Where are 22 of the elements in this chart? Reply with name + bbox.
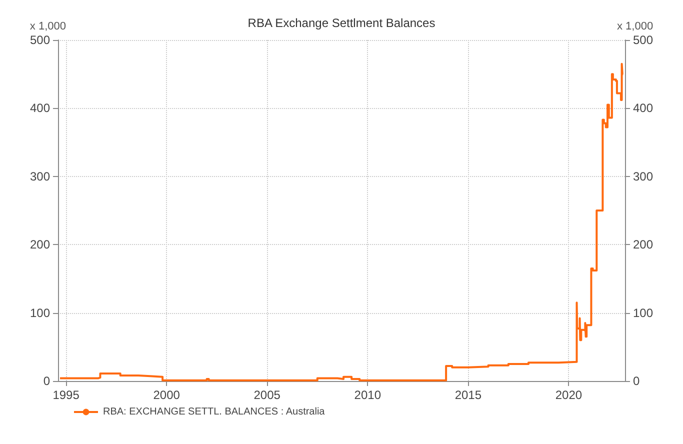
x-tick-label: 2000: [153, 388, 180, 402]
y-tick-label: 300: [30, 169, 50, 184]
legend-label: RBA: EXCHANGE SETTL. BALANCES : Australia: [103, 406, 326, 418]
y2-tick-label: 500: [633, 33, 654, 47]
y-tick-label: 100: [30, 306, 50, 320]
y2-tick-label: 400: [633, 101, 654, 116]
y-tick-label: 400: [30, 101, 50, 116]
x-tick-label: 2005: [254, 388, 281, 402]
y2-tick-label: 0: [633, 374, 640, 388]
y2-tick-label: 200: [633, 238, 654, 252]
y-axis-title: x 1,000: [30, 20, 66, 32]
y-tick-label: 500: [30, 33, 50, 47]
x-tick-label: 2020: [555, 388, 582, 402]
x-tick-label: 1995: [52, 388, 80, 402]
chart-title: RBA Exchange Settlment Balances: [248, 16, 436, 30]
y-tick-label: 200: [30, 238, 50, 252]
x-tick-label: 2015: [454, 388, 482, 402]
y2-tick-label: 100: [633, 306, 654, 320]
y2-tick-label: 300: [633, 169, 654, 184]
y-tick-label: 0: [43, 374, 50, 388]
y2-axis-title: x 1,000: [617, 20, 654, 32]
x-tick-label: 2010: [354, 388, 382, 402]
